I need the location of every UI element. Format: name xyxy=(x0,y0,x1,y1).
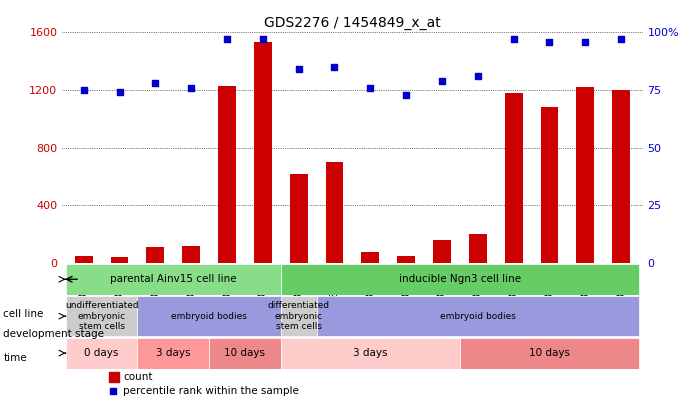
Point xyxy=(616,36,627,43)
Point xyxy=(472,73,483,79)
Bar xyxy=(325,162,343,263)
Bar xyxy=(433,240,451,263)
FancyBboxPatch shape xyxy=(316,296,639,336)
Text: parental Ainv15 cell line: parental Ainv15 cell line xyxy=(110,274,236,284)
FancyBboxPatch shape xyxy=(138,296,281,336)
Bar xyxy=(182,246,200,263)
Bar xyxy=(504,93,522,263)
Bar xyxy=(290,174,307,263)
Text: 10 days: 10 days xyxy=(225,348,265,358)
FancyBboxPatch shape xyxy=(281,264,639,295)
Point xyxy=(365,85,376,91)
Point xyxy=(186,85,197,91)
Point xyxy=(114,89,125,96)
Bar xyxy=(111,257,129,263)
FancyBboxPatch shape xyxy=(460,337,639,369)
Point xyxy=(544,38,555,45)
Text: inducible Ngn3 cell line: inducible Ngn3 cell line xyxy=(399,274,521,284)
Point xyxy=(329,64,340,70)
Point xyxy=(401,92,412,98)
Bar xyxy=(469,234,486,263)
Text: development stage: development stage xyxy=(3,329,104,339)
Bar xyxy=(146,247,164,263)
Bar xyxy=(397,256,415,263)
Bar xyxy=(540,107,558,263)
FancyBboxPatch shape xyxy=(138,337,209,369)
FancyBboxPatch shape xyxy=(281,296,316,336)
Point xyxy=(257,36,268,43)
FancyBboxPatch shape xyxy=(66,296,138,336)
Text: time: time xyxy=(3,354,27,363)
Text: count: count xyxy=(123,372,153,382)
Text: differentiated
embryonic
stem cells: differentiated embryonic stem cells xyxy=(267,301,330,331)
Point xyxy=(437,78,448,84)
Point xyxy=(108,388,119,394)
Text: 10 days: 10 days xyxy=(529,348,570,358)
Point xyxy=(78,87,89,93)
Bar xyxy=(612,90,630,263)
FancyBboxPatch shape xyxy=(66,264,281,295)
Bar xyxy=(108,372,119,382)
FancyBboxPatch shape xyxy=(281,337,460,369)
FancyBboxPatch shape xyxy=(209,337,281,369)
Text: embryoid bodies: embryoid bodies xyxy=(440,312,515,321)
FancyBboxPatch shape xyxy=(66,337,138,369)
Bar xyxy=(254,43,272,263)
Text: embryoid bodies: embryoid bodies xyxy=(171,312,247,321)
Bar xyxy=(75,256,93,263)
Text: undifferentiated
embryonic
stem cells: undifferentiated embryonic stem cells xyxy=(65,301,138,331)
Bar xyxy=(576,87,594,263)
Text: percentile rank within the sample: percentile rank within the sample xyxy=(123,386,299,396)
Point xyxy=(293,66,304,72)
Text: 3 days: 3 days xyxy=(156,348,191,358)
Text: cell line: cell line xyxy=(3,309,44,319)
Title: GDS2276 / 1454849_x_at: GDS2276 / 1454849_x_at xyxy=(264,16,441,30)
Text: 3 days: 3 days xyxy=(353,348,388,358)
Point xyxy=(150,80,161,86)
Text: 0 days: 0 days xyxy=(84,348,119,358)
Bar xyxy=(218,86,236,263)
Point xyxy=(580,38,591,45)
Bar xyxy=(361,252,379,263)
Point xyxy=(222,36,233,43)
Point xyxy=(508,36,519,43)
